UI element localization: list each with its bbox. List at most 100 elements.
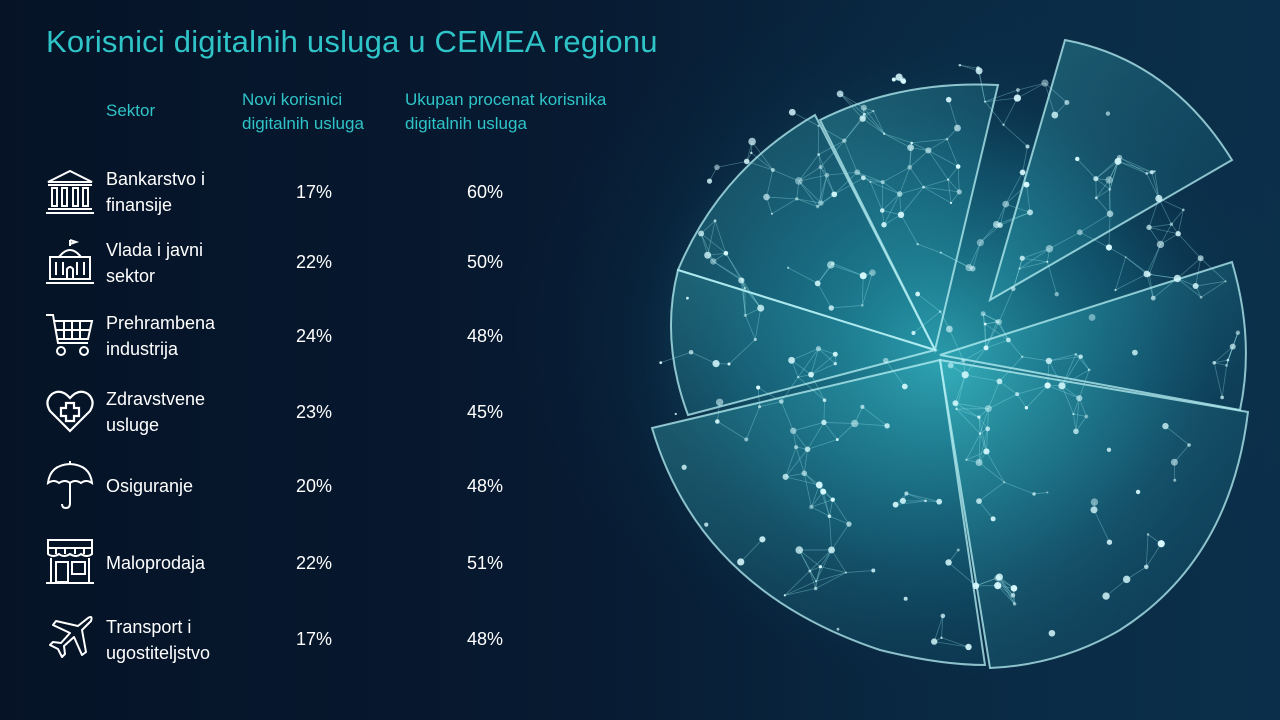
network-node bbox=[763, 193, 770, 201]
table-row: Osiguranje 20% 48% bbox=[0, 456, 600, 516]
network-node bbox=[903, 596, 908, 601]
network-node bbox=[830, 497, 835, 502]
network-line bbox=[900, 214, 919, 245]
network-line bbox=[1148, 226, 1179, 235]
header-total-percent: Ukupan procenat korisnika digitalnih usl… bbox=[405, 90, 607, 133]
network-line bbox=[1200, 257, 1226, 282]
table-row: Bankarstvo i finansije 17% 60% bbox=[0, 162, 600, 222]
network-line bbox=[1096, 189, 1111, 199]
network-line bbox=[966, 433, 981, 460]
network-node bbox=[860, 404, 865, 410]
new-users-value: 20% bbox=[295, 476, 333, 496]
network-line bbox=[700, 233, 709, 256]
network-line bbox=[700, 233, 714, 262]
network-node bbox=[1072, 412, 1075, 416]
network-node bbox=[1150, 295, 1156, 301]
heart-medical-icon bbox=[44, 385, 96, 437]
network-node bbox=[1146, 224, 1152, 231]
network-line bbox=[999, 212, 1031, 226]
network-line bbox=[984, 89, 1019, 103]
network-node bbox=[896, 191, 903, 197]
network-node bbox=[881, 222, 887, 228]
network-node bbox=[1235, 330, 1241, 335]
new-users-value: 23% bbox=[295, 402, 333, 422]
network-line bbox=[957, 166, 960, 192]
network-line bbox=[1022, 356, 1049, 362]
network-node bbox=[1124, 256, 1127, 259]
pie-slice-decoration bbox=[650, 358, 987, 667]
network-node bbox=[737, 558, 745, 566]
network-line bbox=[956, 408, 980, 418]
network-node bbox=[1105, 111, 1111, 116]
network-node bbox=[891, 77, 896, 82]
network-node bbox=[1046, 260, 1049, 263]
network-node bbox=[797, 375, 800, 379]
network-node bbox=[1122, 575, 1131, 584]
network-line bbox=[832, 262, 864, 277]
network-line bbox=[809, 549, 832, 572]
network-line bbox=[940, 252, 970, 269]
network-line bbox=[1115, 273, 1147, 291]
network-line bbox=[717, 421, 747, 440]
network-node bbox=[854, 169, 861, 176]
network-node bbox=[851, 419, 859, 428]
network-line bbox=[831, 549, 847, 573]
network-line bbox=[1016, 393, 1027, 408]
network-node bbox=[947, 362, 954, 369]
network-line bbox=[831, 523, 850, 551]
network-node bbox=[1027, 209, 1034, 216]
network-line bbox=[909, 167, 924, 188]
network-node bbox=[859, 115, 866, 122]
network-line bbox=[1214, 359, 1228, 364]
network-line bbox=[1046, 261, 1058, 295]
network-line bbox=[984, 97, 1018, 103]
network-node bbox=[1155, 194, 1163, 203]
network-line bbox=[766, 196, 797, 200]
network-node bbox=[952, 400, 959, 407]
network-line bbox=[1117, 160, 1152, 173]
network-line bbox=[822, 491, 830, 517]
network-line bbox=[837, 423, 855, 440]
network-line bbox=[839, 93, 864, 119]
network-line bbox=[1075, 398, 1080, 432]
network-line bbox=[834, 177, 864, 195]
network-line bbox=[803, 449, 808, 474]
network-node bbox=[795, 197, 799, 201]
network-line bbox=[997, 577, 1015, 605]
network-line bbox=[980, 224, 997, 243]
network-line bbox=[798, 549, 811, 572]
network-line bbox=[757, 387, 782, 402]
network-node bbox=[946, 178, 950, 181]
network-node bbox=[815, 204, 820, 209]
network-line bbox=[1003, 97, 1018, 125]
network-line bbox=[823, 400, 825, 423]
network-line bbox=[963, 347, 987, 361]
network-line bbox=[917, 293, 941, 312]
network-line bbox=[1005, 172, 1023, 205]
network-line bbox=[1022, 146, 1028, 173]
network-node bbox=[1105, 176, 1113, 184]
network-line bbox=[815, 566, 821, 582]
network-line bbox=[820, 175, 828, 204]
network-line bbox=[829, 516, 832, 550]
network-line bbox=[815, 572, 847, 589]
network-node bbox=[1019, 255, 1025, 261]
network-node bbox=[808, 569, 812, 573]
network-line bbox=[796, 180, 800, 199]
network-node bbox=[1024, 405, 1029, 410]
network-node bbox=[954, 124, 961, 132]
network-line bbox=[1108, 213, 1111, 248]
network-node bbox=[955, 407, 958, 411]
network-line bbox=[796, 198, 822, 204]
network-node bbox=[1169, 222, 1174, 226]
network-node bbox=[779, 399, 784, 404]
network-node bbox=[945, 137, 949, 141]
network-node bbox=[1002, 200, 1010, 208]
new-users-value: 17% bbox=[295, 182, 333, 202]
network-node bbox=[786, 266, 790, 269]
network-line bbox=[934, 641, 969, 648]
total-percent-value: 48% bbox=[466, 476, 504, 496]
network-node bbox=[983, 100, 987, 103]
network-line bbox=[797, 376, 825, 401]
network-line bbox=[978, 500, 994, 520]
